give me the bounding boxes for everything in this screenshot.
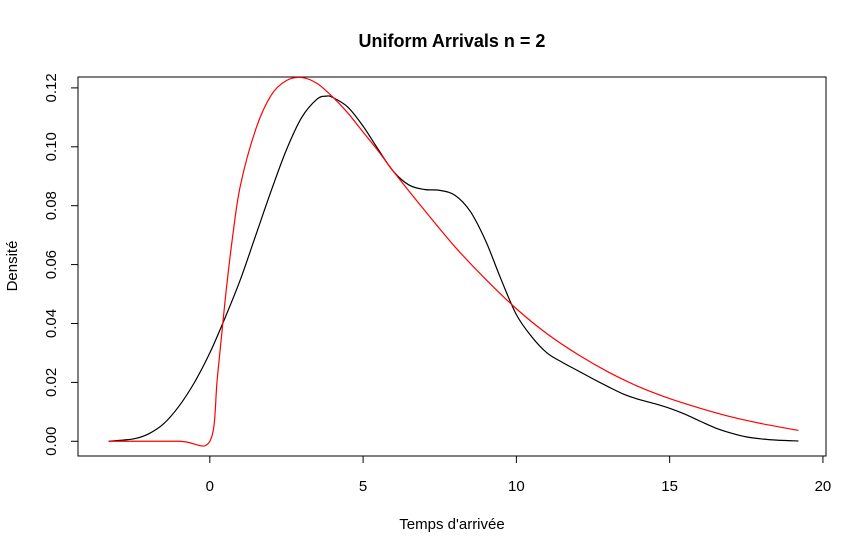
y-tick-label: 0.00 bbox=[43, 427, 60, 456]
chart-title: Uniform Arrivals n = 2 bbox=[359, 31, 546, 51]
y-tick-label: 0.02 bbox=[43, 368, 60, 397]
x-tick-label: 10 bbox=[508, 478, 525, 495]
y-tick-label: 0.04 bbox=[43, 309, 60, 338]
x-tick-label: 20 bbox=[815, 478, 832, 495]
y-tick-label: 0.08 bbox=[43, 191, 60, 220]
y-tick-label: 0.10 bbox=[43, 132, 60, 161]
y-tick-label: 0.12 bbox=[43, 73, 60, 102]
plot-frame bbox=[77, 76, 827, 457]
x-axis: 0 5 10 15 20 bbox=[206, 455, 832, 495]
x-tick-label: 15 bbox=[661, 478, 678, 495]
y-axis-label: Densité bbox=[4, 241, 21, 292]
x-tick-label: 0 bbox=[206, 478, 214, 495]
x-axis-label: Temps d'arrivée bbox=[399, 516, 504, 533]
y-axis: 0.00 0.02 0.04 0.06 0.08 0.10 0.12 bbox=[43, 73, 79, 456]
x-tick-label: 5 bbox=[359, 478, 367, 495]
density-curve-black bbox=[108, 95, 799, 442]
y-tick-label: 0.06 bbox=[43, 250, 60, 279]
series-layer bbox=[108, 76, 799, 447]
density-curve-red bbox=[108, 76, 799, 447]
